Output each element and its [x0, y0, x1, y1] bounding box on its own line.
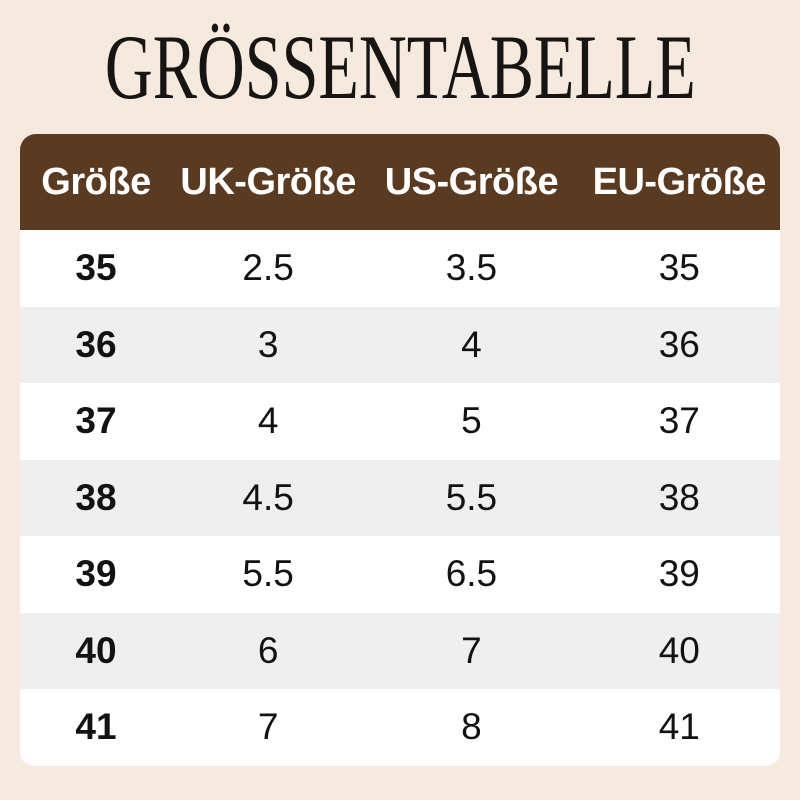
table-cell: 39	[75, 553, 117, 595]
title-bar: GRÖSSENTABELLE	[0, 0, 800, 134]
table-cell: 4.5	[242, 476, 294, 518]
page-title: GRÖSSENTABELLE	[104, 16, 696, 118]
table-cell: 7	[461, 629, 482, 671]
table-cell: 8	[461, 706, 482, 748]
table-cell: 3.5	[445, 247, 498, 289]
table-cell: 39	[658, 553, 700, 595]
table-cell: 36	[658, 323, 700, 365]
table-cell: 2.5	[242, 247, 294, 289]
table-cell: 4	[257, 400, 279, 442]
table-cell: 36	[75, 323, 117, 365]
table-cell: 6	[257, 629, 279, 671]
table-cell: 5.5	[445, 476, 498, 518]
table-cell: 38	[75, 476, 117, 518]
table-row: 36 3 4 36	[20, 306, 780, 383]
table-cell: 37	[658, 400, 700, 442]
table-row: 41 7 8 41	[20, 689, 780, 766]
table-cell: 40	[658, 629, 700, 671]
table-row: 35 2.5 3.5 35	[20, 230, 780, 307]
column-header-uk-groesse: UK-Größe	[180, 160, 356, 203]
table-row: 39 5.5 6.5 39	[20, 536, 780, 613]
table-cell: 37	[75, 400, 117, 442]
size-chart-table: Größe UK-Größe US-Größe EU-Größe 35 2.5 …	[20, 134, 780, 766]
table-cell: 35	[75, 247, 117, 289]
table-cell: 7	[257, 706, 279, 748]
table-row: 38 4.5 5.5 38	[20, 459, 780, 536]
table-row: 40 6 7 40	[20, 612, 780, 689]
column-header-eu-groesse: EU-Größe	[592, 160, 767, 203]
column-header-us-groesse: US-Größe	[384, 160, 559, 203]
table-cell: 3	[257, 323, 279, 365]
table-cell: 35	[658, 247, 700, 289]
table-cell: 38	[658, 476, 700, 518]
table-cell: 41	[658, 706, 700, 748]
table-row: 37 4 5 37	[20, 383, 780, 460]
table-cell: 40	[75, 629, 117, 671]
table-cell: 5.5	[242, 553, 294, 595]
table-header-row: Größe UK-Größe US-Größe EU-Größe	[20, 134, 780, 230]
table-cell: 41	[75, 706, 117, 748]
table-cell: 6.5	[445, 553, 498, 595]
column-header-groesse: Größe	[41, 160, 151, 203]
table-cell: 4	[461, 323, 482, 365]
table-cell: 5	[461, 400, 482, 442]
